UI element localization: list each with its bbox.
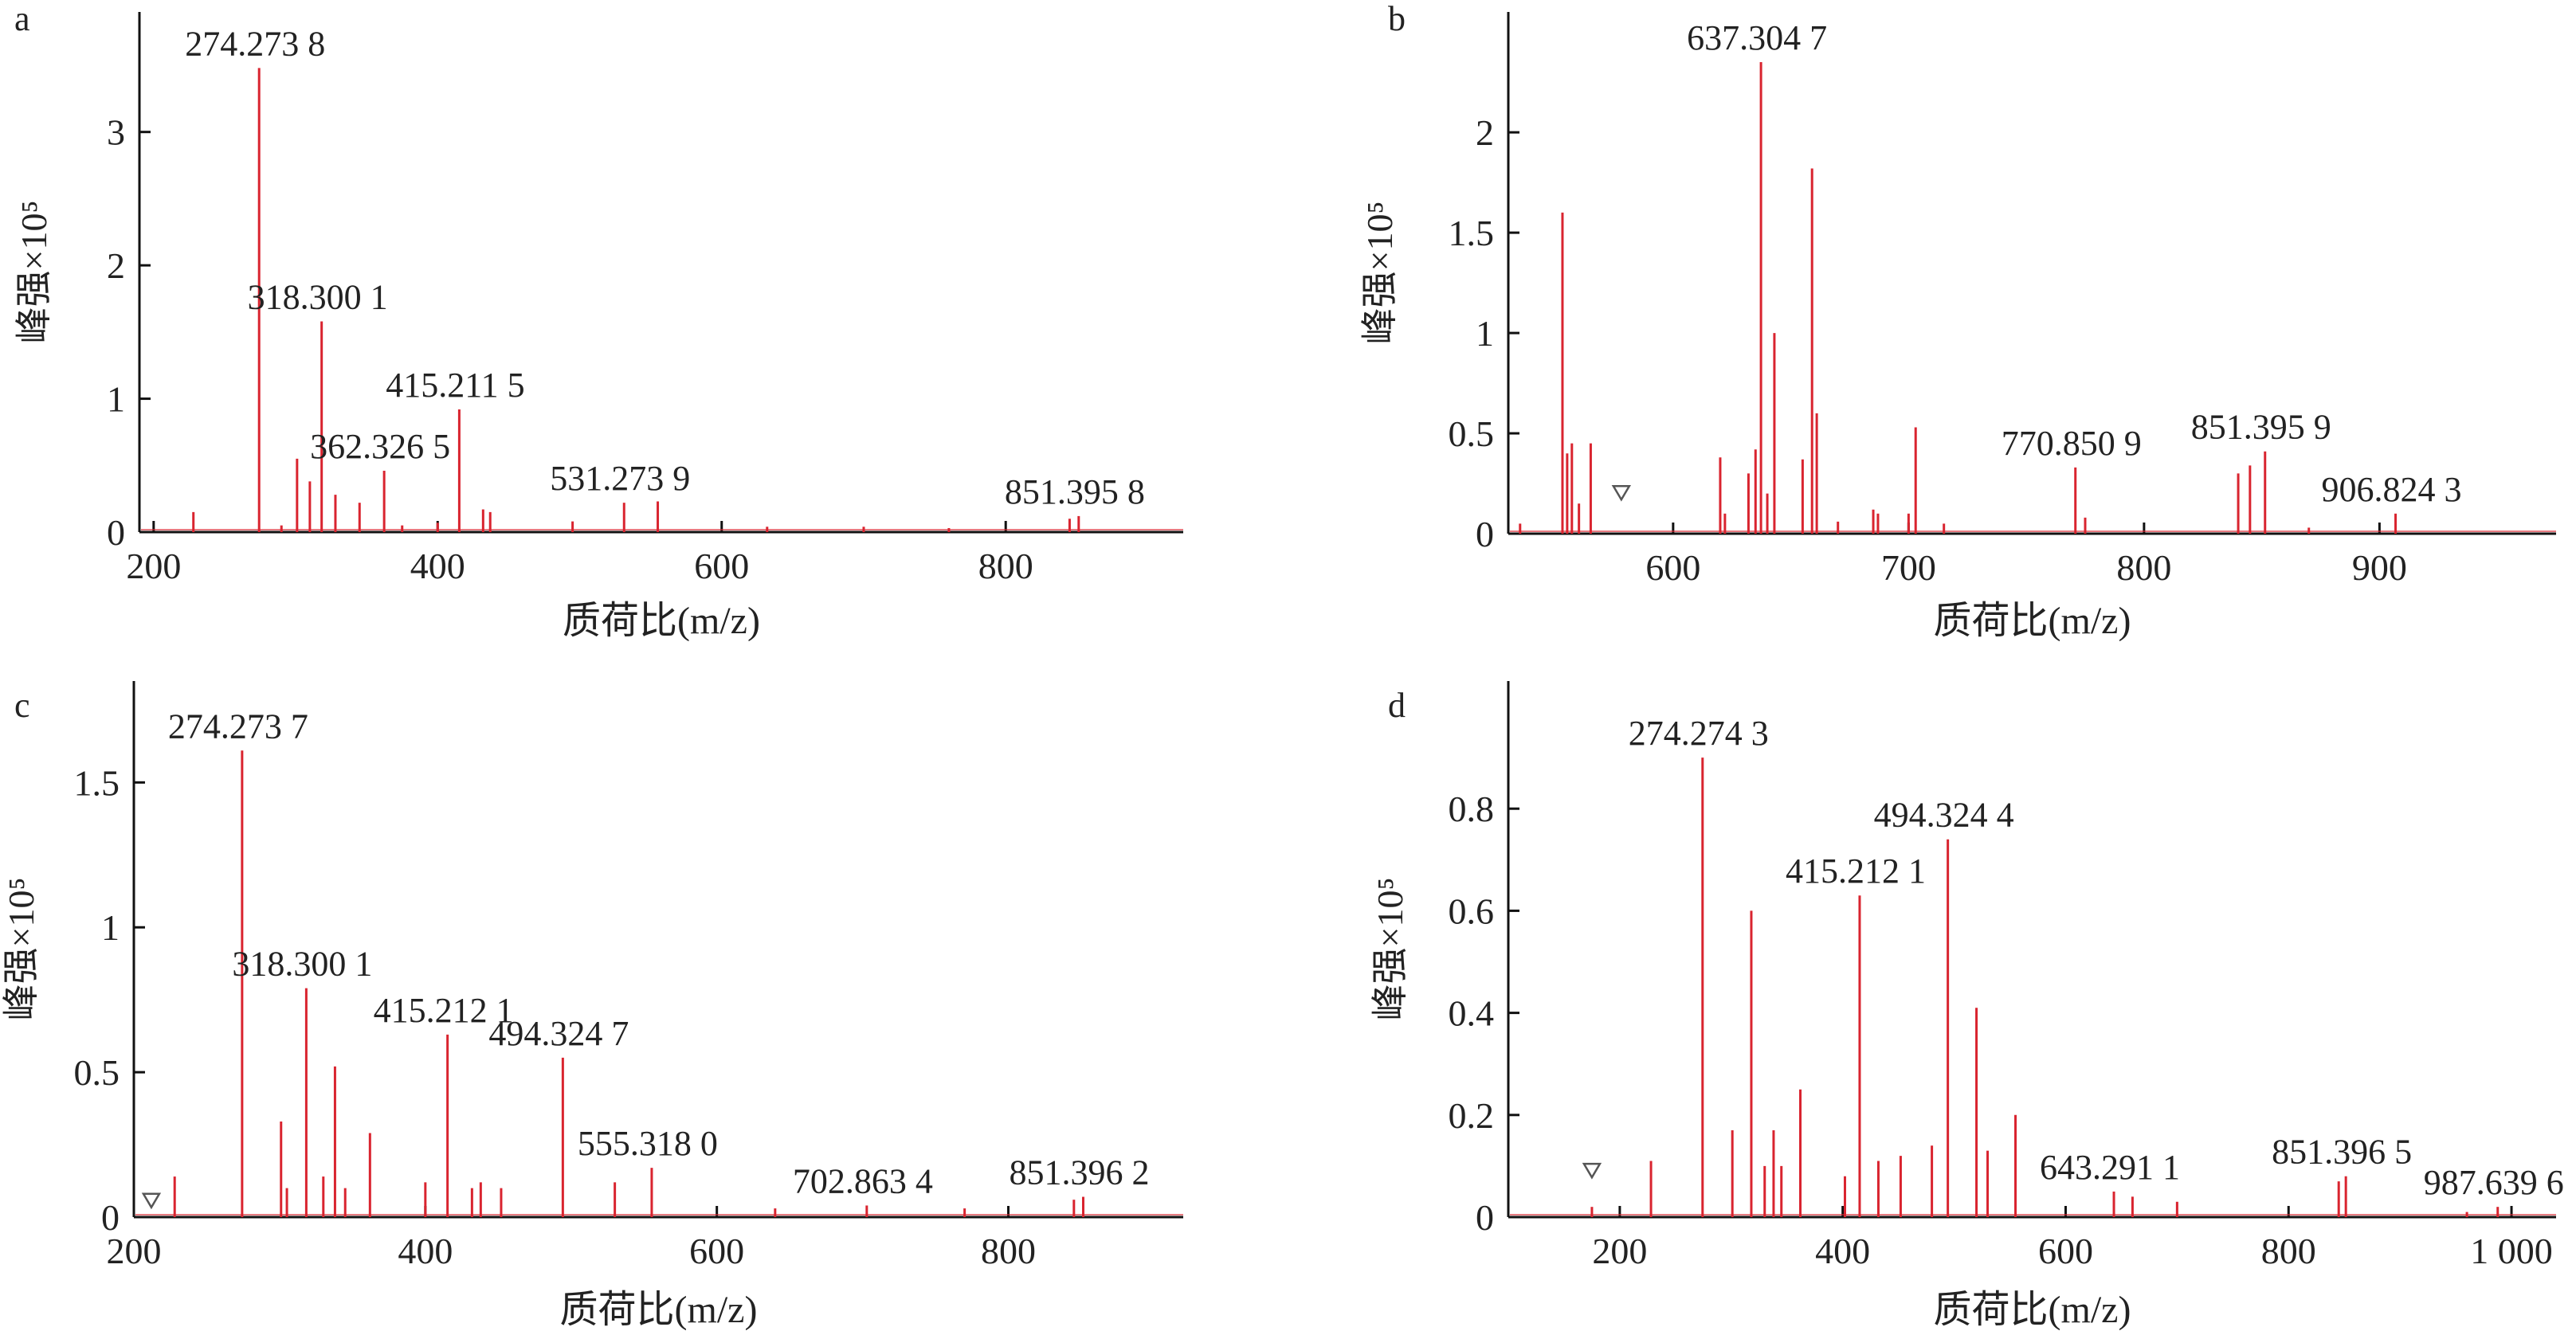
y-axis-label: 峰强×10⁵ xyxy=(14,201,54,344)
y-tick-label: 1.5 xyxy=(1449,213,1495,253)
x-tick-label: 700 xyxy=(1881,547,1936,588)
peak-label: 274.273 7 xyxy=(168,707,308,746)
x-tick-label: 800 xyxy=(2116,547,2171,588)
x-tick-label: 400 xyxy=(398,1231,453,1271)
x-tick-label: 200 xyxy=(126,546,181,586)
peak-label: 702.863 4 xyxy=(793,1161,933,1200)
x-tick-label: 600 xyxy=(694,546,749,586)
y-tick-label: 0.4 xyxy=(1449,993,1495,1034)
peak-label: 494.324 7 xyxy=(488,1014,629,1053)
panel-letter: b xyxy=(1388,0,1406,38)
panel-letter: a xyxy=(14,0,30,38)
y-axis-label: 峰强×10⁵ xyxy=(1370,878,1410,1021)
x-tick-label: 600 xyxy=(2038,1231,2093,1271)
y-tick-label: 0 xyxy=(1476,1197,1494,1238)
y-axis-label: 峰强×10⁵ xyxy=(1359,202,1400,345)
peak-label: 851.396 5 xyxy=(2272,1133,2412,1172)
y-tick-label: 0.6 xyxy=(1449,891,1495,931)
peak-label: 555.318 0 xyxy=(578,1124,718,1163)
y-tick-label: 0 xyxy=(1476,514,1494,554)
panel-letter: d xyxy=(1388,686,1406,725)
y-tick-label: 1.5 xyxy=(74,762,120,803)
peak-label: 415.212 1 xyxy=(374,991,514,1030)
x-tick-label: 1 000 xyxy=(2470,1231,2553,1271)
peak-label: 531.273 9 xyxy=(550,459,690,498)
x-tick-label: 400 xyxy=(410,546,465,586)
x-tick-label: 200 xyxy=(1592,1231,1647,1271)
peak-label: 318.300 1 xyxy=(248,277,388,316)
y-tick-label: 0.5 xyxy=(1449,413,1495,454)
peak-label: 362.326 5 xyxy=(310,427,450,466)
panel-c: c 0 0.5 1 1.5 200 400 600 800 质荷比(m/z) 峰强×10⁵ 274.2… xyxy=(1,681,1183,1331)
peak-label: 415.211 5 xyxy=(386,366,524,405)
x-tick-label: 200 xyxy=(107,1231,162,1271)
x-tick-label: 900 xyxy=(2352,547,2407,588)
y-tick-label: 0 xyxy=(107,512,125,553)
y-tick-label: 0.2 xyxy=(1449,1095,1495,1136)
triangle-marker xyxy=(141,1192,162,1210)
panel-a: a 0 1 2 3 200 400 600 800 质荷比(m/z) 峰强×10⁵ 274.273 8… xyxy=(14,0,1183,642)
x-tick-label: 600 xyxy=(689,1231,744,1271)
peak-label: 987.639 6 xyxy=(2424,1163,2564,1202)
peak-label: 770.850 9 xyxy=(2002,424,2142,463)
triangle-marker xyxy=(1582,1162,1602,1180)
y-tick-label: 1 xyxy=(101,907,120,948)
triangle-marker xyxy=(1611,484,1632,502)
y-axis-label: 峰强×10⁵ xyxy=(1,878,41,1021)
peak-label: 851.395 8 xyxy=(1005,472,1145,511)
x-tick-label: 800 xyxy=(981,1231,1036,1271)
panel-b: b 0 0.5 1 1.5 2 600 700 800 900 质荷比(m/z) 峰强×10⁵ 637.… xyxy=(1359,0,2556,642)
y-tick-label: 2 xyxy=(107,245,125,286)
peak-label: 494.324 4 xyxy=(1874,796,2014,835)
peak-label: 851.395 9 xyxy=(2191,408,2331,447)
panel-letter: c xyxy=(14,686,30,725)
panel-d: d 0 0.2 0.4 0.6 0.8 200 400 600 800 1 000 质荷比(m/z) 峰… xyxy=(1370,681,2564,1331)
y-tick-label: 0.5 xyxy=(74,1052,120,1093)
x-tick-label: 800 xyxy=(2261,1231,2316,1271)
x-tick-label: 800 xyxy=(978,546,1033,586)
y-tick-label: 2 xyxy=(1476,112,1494,153)
x-axis-label: 质荷比(m/z) xyxy=(1934,1289,2131,1331)
x-axis-label: 质荷比(m/z) xyxy=(560,1289,758,1331)
peak-label: 637.304 7 xyxy=(1687,18,1827,57)
peak-label: 415.212 1 xyxy=(1786,851,1926,891)
y-tick-label: 1 xyxy=(1476,313,1494,354)
x-axis-label: 质荷比(m/z) xyxy=(1934,600,2131,642)
y-tick-label: 1 xyxy=(107,379,125,420)
peak-label: 318.300 1 xyxy=(232,945,372,984)
peak-label: 274.274 3 xyxy=(1629,714,1769,753)
y-tick-label: 3 xyxy=(107,112,125,153)
y-tick-label: 0 xyxy=(101,1197,120,1238)
x-tick-label: 400 xyxy=(1815,1231,1870,1271)
y-tick-label: 0.8 xyxy=(1449,789,1495,829)
peak-label: 851.396 2 xyxy=(1010,1153,1150,1192)
x-tick-label: 600 xyxy=(1645,547,1700,588)
peak-label: 274.273 8 xyxy=(185,24,325,63)
peak-label: 643.291 1 xyxy=(2040,1148,2180,1187)
x-axis-label: 质荷比(m/z) xyxy=(563,600,760,642)
peak-label: 906.824 3 xyxy=(2322,470,2462,509)
